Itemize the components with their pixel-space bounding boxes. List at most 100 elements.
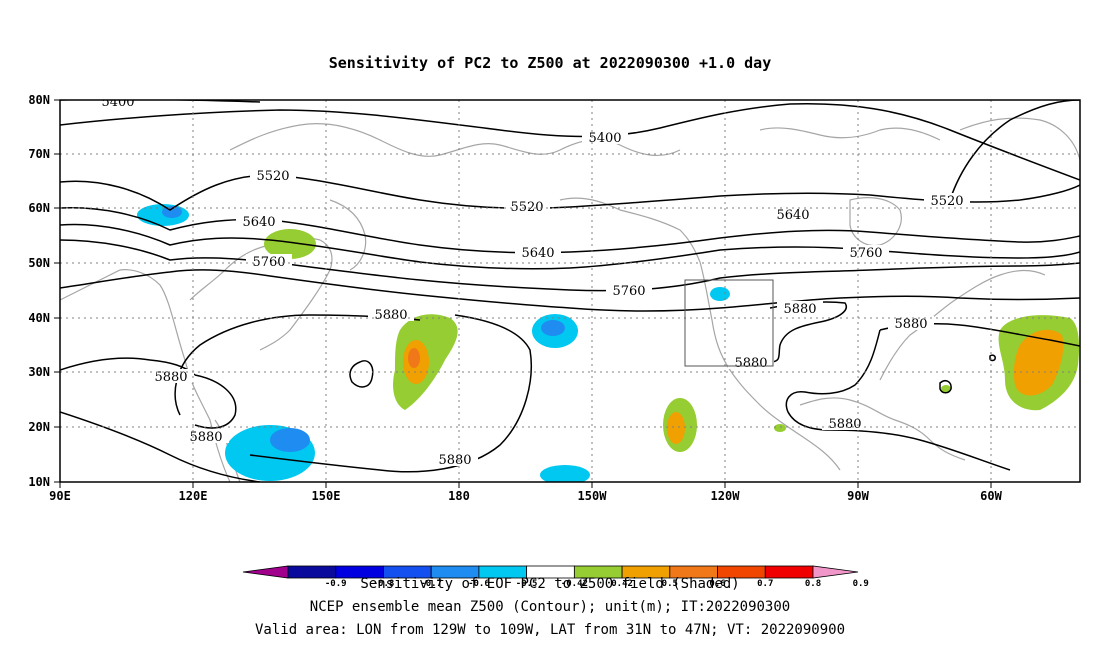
valid-area-box (684, 279, 774, 367)
lon-label: 90E (49, 489, 71, 503)
coast-canadian-archipelago (759, 127, 941, 141)
colorbar-labels: -0.9 -0.8 -0.7 -0.6 -0.5 -0.42 0.42 0.5 0.6 0.7 0.… (325, 579, 869, 589)
colorbar-tick-label: -0.9 (325, 579, 347, 589)
colorbar-tick-label: -0.8 (373, 579, 395, 589)
neg-region-siberia-core (162, 206, 182, 218)
contour-label: 5880 (154, 370, 187, 385)
contour-5400-c (949, 100, 1080, 201)
contour-label: 5520 (930, 194, 963, 209)
colorbar-tick-label: -0.6 (468, 579, 490, 589)
neg-region-central-pacific-core (541, 320, 565, 336)
lat-label: 10N (28, 475, 50, 489)
lon-label: 180 (448, 489, 470, 503)
contour-5880-small (349, 360, 374, 388)
contour-label: 5640 (776, 208, 809, 223)
colorbar-tick-label: -0.5 (516, 579, 538, 589)
contour-5880-pacific (249, 314, 532, 473)
colorbar-arrow-low (242, 565, 289, 579)
neg-region-siberia (137, 204, 189, 226)
map-background (60, 100, 1080, 482)
coast-gulf-caribbean (799, 397, 966, 461)
contour-5640 (60, 206, 1080, 254)
longitude-labels: 90E 120E 150E 180 150W 120W 90W 60W (49, 489, 1002, 503)
grid-lines (60, 100, 1080, 482)
contour-5880-gulf (785, 329, 1011, 471)
contour-5760 (60, 239, 1080, 292)
figure-title: Sensitivity of PC2 to Z500 at 2022090300… (329, 54, 772, 72)
contour-5880-south (60, 411, 261, 482)
contour-label: 5880 (828, 417, 861, 432)
footer-line-2: NCEP ensemble mean Z500 (Contour); unit(… (310, 599, 790, 615)
contour-5640-b (60, 223, 1080, 270)
lon-label: 150E (312, 489, 341, 503)
contour-5400-b (60, 102, 1080, 181)
contour-label: 5760 (612, 284, 645, 299)
contour-label: 5880 (189, 430, 222, 445)
contour-label: 5880 (783, 302, 816, 317)
contour-label: 5880 (438, 453, 471, 468)
coast-alaska (559, 197, 701, 263)
contour-label: 5760 (252, 255, 285, 270)
lat-label: 20N (28, 420, 50, 434)
lon-label: 120E (179, 489, 208, 503)
colorbar-swatch (287, 565, 337, 579)
contour-5400-a (60, 100, 261, 103)
lon-label: 150W (578, 489, 608, 503)
colorbar-swatch (764, 565, 814, 579)
contour-label: 5400 (588, 131, 621, 146)
colorbar-tick-label: -0.42 (561, 579, 588, 589)
pos-region-atlantic-core (1013, 329, 1064, 396)
footer-line-1: Sensitivity of EOF PC2 to Z500 field (Sh… (360, 576, 739, 592)
contour-label: 5520 (256, 169, 289, 184)
coast-north-america-west (699, 261, 841, 471)
pos-region-east-pacific-core (667, 412, 685, 444)
colorbar-tick-label: -0.7 (420, 579, 442, 589)
lon-label: 120W (711, 489, 741, 503)
neg-region-equator-central (540, 465, 590, 482)
colorbar-tick-label: 0.5 (662, 579, 678, 589)
lat-label: 60N (28, 201, 50, 215)
neg-region-california-coast (710, 287, 730, 301)
lat-label: 50N (28, 256, 50, 270)
contour-label: 5400 (101, 95, 134, 110)
footer-line-3: Valid area: LON from 129W to 109W, LAT f… (255, 622, 845, 638)
colorbar (242, 565, 859, 579)
colorbar-tick-label: 0.7 (757, 579, 773, 589)
pos-region-dateline-peak (408, 348, 420, 368)
latitude-labels: 80N 70N 60N 50N 40N 30N 20N 10N (28, 93, 50, 489)
colorbar-tick-label: 0.42 (611, 579, 633, 589)
contour-label: 5520 (510, 200, 543, 215)
contour-5880-ring (194, 374, 237, 429)
contour-5880-west (60, 357, 196, 376)
tick-marks (54, 99, 992, 488)
pos-region-small-gulf (774, 424, 786, 432)
contour-label: 5880 (894, 317, 927, 332)
colorbar-tick-label: 0.6 (709, 579, 725, 589)
sensitivity-shading (137, 204, 1080, 482)
map-frame (59, 99, 1081, 483)
lat-label: 80N (28, 93, 50, 107)
colorbar-tick-label: 0.9 (853, 579, 869, 589)
contour-5880-small-b (939, 380, 952, 394)
coast-greenland (959, 117, 1080, 161)
lat-label: 30N (28, 365, 50, 379)
colorbar-tick-label: 0.8 (805, 579, 821, 589)
contour-label: 5760 (849, 246, 882, 261)
colorbar-arrow-high (812, 565, 859, 579)
contour-5760-b (60, 269, 1080, 312)
neg-region-tropical-west-core (270, 428, 310, 452)
contour-label: 5640 (521, 246, 554, 261)
lat-label: 70N (28, 147, 50, 161)
coast-north-america-east (879, 269, 1046, 381)
pos-region-okhotsk (264, 229, 316, 259)
contour-label: 5880 (734, 356, 767, 371)
lat-label: 40N (28, 311, 50, 325)
lon-label: 90W (847, 489, 869, 503)
pos-region-small-caribbean (941, 385, 951, 393)
contour-labels: 5400 5400 5520 5520 5520 5640 5640 5640 … (95, 95, 970, 468)
coast-korea-japan (189, 237, 333, 351)
lon-label: 60W (980, 489, 1002, 503)
contour-label: 5880 (374, 308, 407, 323)
contour-label: 5640 (242, 215, 275, 230)
